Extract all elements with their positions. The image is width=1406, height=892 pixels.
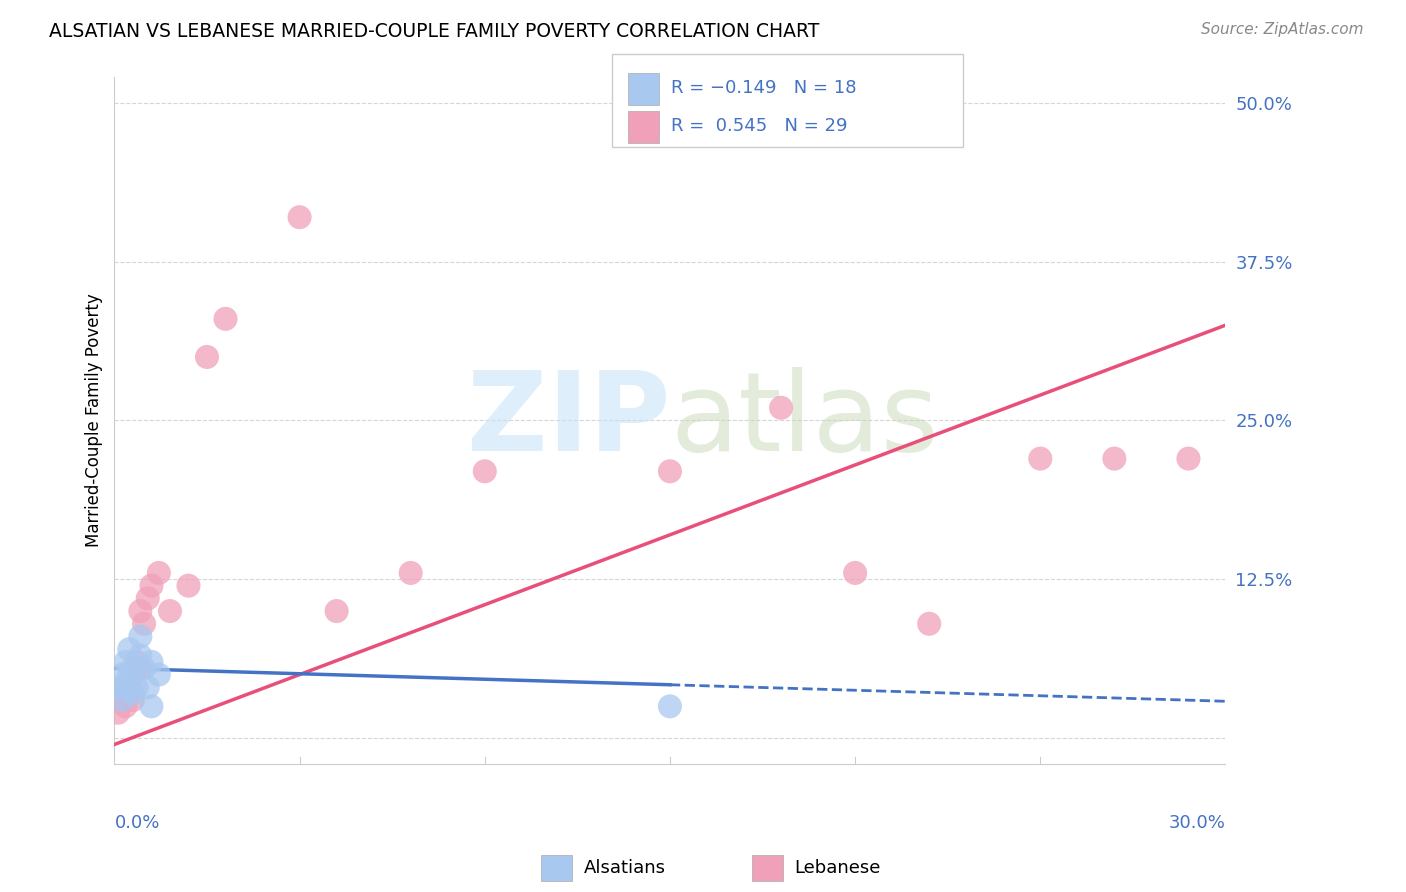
Point bbox=[141, 655, 163, 669]
Point bbox=[111, 667, 134, 681]
Point bbox=[399, 566, 422, 580]
Point bbox=[122, 687, 145, 701]
Point bbox=[474, 464, 496, 478]
Point bbox=[658, 464, 681, 478]
Point bbox=[107, 706, 129, 720]
Point bbox=[122, 661, 145, 675]
Point bbox=[129, 661, 152, 675]
Point bbox=[125, 655, 148, 669]
Point bbox=[111, 693, 134, 707]
Point bbox=[148, 566, 170, 580]
Point bbox=[129, 648, 152, 663]
Text: R = −0.149   N = 18: R = −0.149 N = 18 bbox=[671, 79, 856, 97]
Text: Lebanese: Lebanese bbox=[794, 859, 880, 877]
Point bbox=[122, 693, 145, 707]
Point bbox=[125, 681, 148, 695]
Point bbox=[111, 693, 134, 707]
Point bbox=[1029, 451, 1052, 466]
Point bbox=[1177, 451, 1199, 466]
Point bbox=[136, 681, 159, 695]
Point bbox=[118, 642, 141, 657]
Text: Alsatians: Alsatians bbox=[583, 859, 665, 877]
Point bbox=[114, 655, 136, 669]
Text: ZIP: ZIP bbox=[467, 367, 669, 474]
Point bbox=[141, 699, 163, 714]
Point bbox=[325, 604, 347, 618]
Point bbox=[1104, 451, 1126, 466]
Point bbox=[118, 687, 141, 701]
Point bbox=[107, 681, 129, 695]
Point bbox=[136, 591, 159, 606]
Point bbox=[129, 604, 152, 618]
Point bbox=[658, 699, 681, 714]
Point bbox=[770, 401, 793, 415]
Point bbox=[132, 661, 155, 675]
Point bbox=[195, 350, 218, 364]
Point bbox=[129, 630, 152, 644]
Point bbox=[132, 616, 155, 631]
Point bbox=[114, 699, 136, 714]
Y-axis label: Married-Couple Family Poverty: Married-Couple Family Poverty bbox=[86, 293, 103, 548]
Point bbox=[918, 616, 941, 631]
Text: R =  0.545   N = 29: R = 0.545 N = 29 bbox=[671, 117, 848, 135]
Point bbox=[141, 579, 163, 593]
Point bbox=[177, 579, 200, 593]
Point bbox=[114, 681, 136, 695]
Point bbox=[148, 667, 170, 681]
Text: 0.0%: 0.0% bbox=[114, 814, 160, 832]
Text: atlas: atlas bbox=[669, 367, 938, 474]
Point bbox=[122, 667, 145, 681]
Point bbox=[118, 667, 141, 681]
Text: 30.0%: 30.0% bbox=[1168, 814, 1226, 832]
Text: ALSATIAN VS LEBANESE MARRIED-COUPLE FAMILY POVERTY CORRELATION CHART: ALSATIAN VS LEBANESE MARRIED-COUPLE FAMI… bbox=[49, 22, 820, 41]
Text: Source: ZipAtlas.com: Source: ZipAtlas.com bbox=[1201, 22, 1364, 37]
Point bbox=[214, 311, 236, 326]
Point bbox=[159, 604, 181, 618]
Point bbox=[114, 681, 136, 695]
Point bbox=[288, 210, 311, 224]
Point bbox=[844, 566, 866, 580]
